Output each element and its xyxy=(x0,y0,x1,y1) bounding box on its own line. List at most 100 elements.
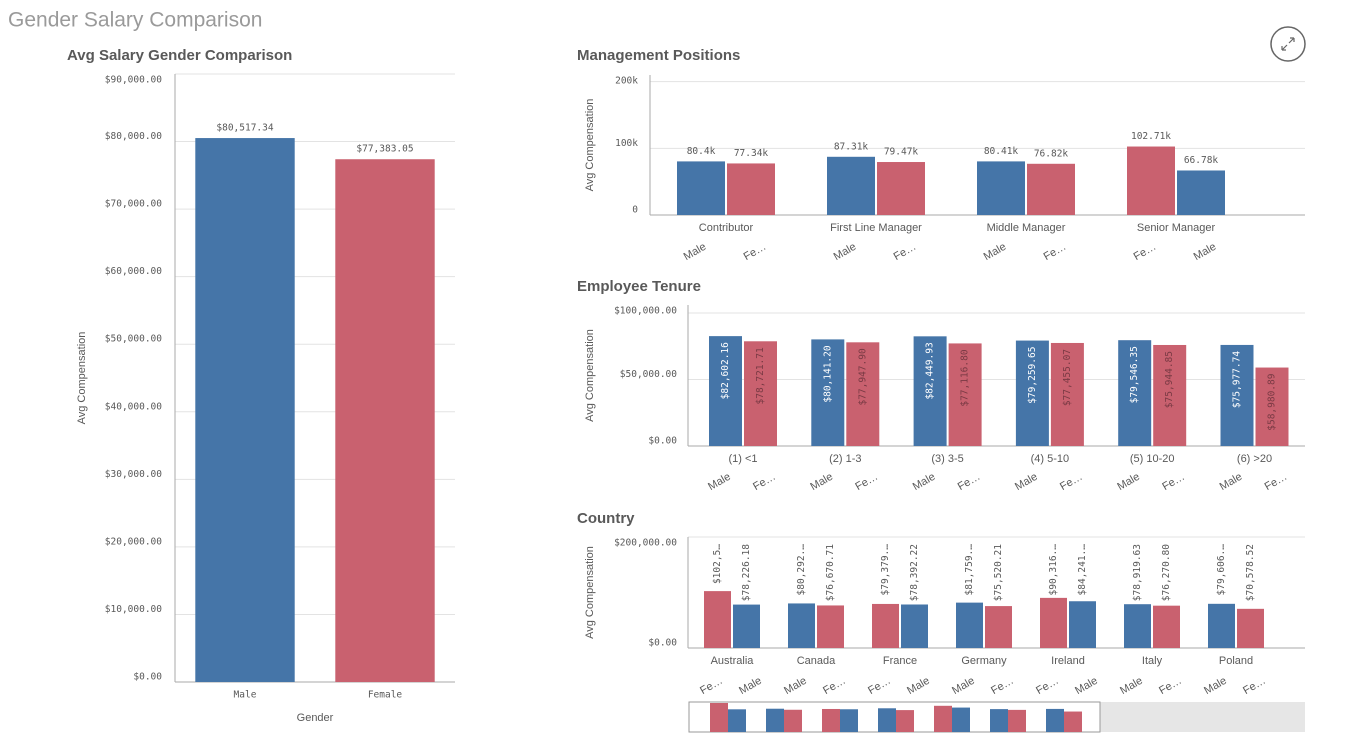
y-tick-label: $50,000.00 xyxy=(620,369,677,380)
y-tick-label: $200,000.00 xyxy=(614,538,677,549)
y-tick-label: $90,000.00 xyxy=(105,75,162,86)
value-label: $75,520.21 xyxy=(993,544,1004,601)
bar xyxy=(1237,608,1264,648)
category-label: (1) <1 xyxy=(728,453,757,465)
value-label: 66.78k xyxy=(1184,155,1219,166)
y-tick-label: 0 xyxy=(632,205,638,216)
category-label: (5) 10-20 xyxy=(1130,453,1175,465)
bar xyxy=(901,604,928,648)
bar xyxy=(985,606,1012,648)
value-label: 79.47k xyxy=(884,147,919,158)
y-tick-label: $70,000.00 xyxy=(105,199,162,210)
bar-sub-label: Fe… xyxy=(866,675,893,697)
bar-sub-label: Fe… xyxy=(742,241,769,263)
page-title: Gender Salary Comparison xyxy=(8,9,262,32)
value-label: $90,316.… xyxy=(1048,544,1059,596)
x-axis-label: Gender xyxy=(297,712,334,724)
bar-sub-label: Fe… xyxy=(1157,675,1184,697)
bar xyxy=(913,336,947,446)
chart-title: Country xyxy=(577,510,635,527)
bar-sub-label: Fe… xyxy=(1058,471,1085,493)
minimap-bar xyxy=(952,707,970,732)
minimap-bar xyxy=(840,709,858,732)
value-label: $76,270.80 xyxy=(1161,544,1172,601)
value-label: $79,606.… xyxy=(1216,544,1227,596)
bar xyxy=(1124,604,1151,648)
bar-sub-label: Male xyxy=(808,471,835,493)
bar xyxy=(1050,342,1084,446)
bar xyxy=(1127,146,1175,215)
category-label: Italy xyxy=(1142,655,1163,667)
bar xyxy=(335,159,435,683)
category-label: Poland xyxy=(1219,655,1253,667)
chart-title: Management Positions xyxy=(577,47,740,64)
value-label: $75,977.74 xyxy=(1232,351,1243,408)
bar-sub-label: Fe… xyxy=(1042,241,1069,263)
bar xyxy=(704,591,731,648)
bar xyxy=(727,163,775,215)
value-label: $82,449.93 xyxy=(925,342,936,399)
value-label: $78,392.22 xyxy=(909,544,920,601)
category-label: (4) 5-10 xyxy=(1031,453,1070,465)
value-label: $79,259.65 xyxy=(1027,347,1038,404)
y-tick-label: $10,000.00 xyxy=(105,604,162,615)
bar xyxy=(1153,344,1187,446)
bar-sub-label: Fe… xyxy=(989,675,1016,697)
value-label: $82,602.16 xyxy=(720,342,731,399)
value-label: $70,578.52 xyxy=(1245,544,1256,601)
y-tick-label: $50,000.00 xyxy=(105,334,162,345)
value-label: $78,721.71 xyxy=(755,347,766,404)
bar-sub-label: Fe… xyxy=(853,471,880,493)
bar xyxy=(677,161,725,215)
bar-sub-label: Male xyxy=(682,241,709,263)
expand-button[interactable] xyxy=(1270,26,1306,62)
value-label: $84,241.… xyxy=(1077,544,1088,596)
bar-sub-label: Male xyxy=(782,675,809,697)
y-tick-label: $40,000.00 xyxy=(105,401,162,412)
bar-sub-label: Male xyxy=(1218,471,1245,493)
bar-sub-label: Male xyxy=(1118,675,1145,697)
bar xyxy=(1208,603,1235,648)
category-label: Middle Manager xyxy=(987,222,1066,234)
minimap-bar xyxy=(896,710,914,732)
bar-sub-label: Male xyxy=(982,241,1009,263)
minimap-bar xyxy=(1064,711,1082,732)
category-label: France xyxy=(883,655,917,667)
y-tick-label: $0.00 xyxy=(648,638,677,649)
value-label: 80.4k xyxy=(687,146,716,157)
bar-sub-label: Male xyxy=(950,675,977,697)
bar-sub-label: Fe… xyxy=(1034,675,1061,697)
bar-sub-label: Male xyxy=(832,241,859,263)
bar xyxy=(948,343,982,446)
category-label: Germany xyxy=(961,655,1007,667)
value-label: $77,116.80 xyxy=(960,349,971,406)
bar-sub-label: Fe… xyxy=(1132,241,1159,263)
minimap-bar xyxy=(990,709,1008,732)
bar-sub-label: Fe… xyxy=(698,675,725,697)
bar xyxy=(744,341,777,446)
y-tick-label: $0.00 xyxy=(648,436,677,447)
category-label: Senior Manager xyxy=(1137,222,1216,234)
category-label: Canada xyxy=(797,655,836,667)
bar xyxy=(1177,170,1225,215)
bar-sub-label: Male xyxy=(1115,471,1142,493)
y-tick-label: $0.00 xyxy=(133,672,162,683)
bar xyxy=(1027,163,1075,215)
y-tick-label: 200k xyxy=(615,76,638,87)
bar-sub-label: Male xyxy=(1202,675,1229,697)
chart-title: Employee Tenure xyxy=(577,278,701,295)
bar-sub-label: Fe… xyxy=(956,471,983,493)
category-label: Australia xyxy=(711,655,755,667)
bar xyxy=(1255,367,1289,446)
bar xyxy=(956,602,983,648)
category-label: (3) 3-5 xyxy=(931,453,963,465)
bar xyxy=(788,603,815,648)
bar xyxy=(709,336,742,446)
y-tick-label: $60,000.00 xyxy=(105,266,162,277)
y-axis-label: Avg Compensation xyxy=(76,332,88,425)
bar xyxy=(1118,340,1152,446)
value-label: 76.82k xyxy=(1034,148,1069,159)
bar-sub-label: Fe… xyxy=(751,471,778,493)
y-tick-label: $100,000.00 xyxy=(614,306,677,317)
y-axis-label: Avg Compensation xyxy=(584,329,596,422)
